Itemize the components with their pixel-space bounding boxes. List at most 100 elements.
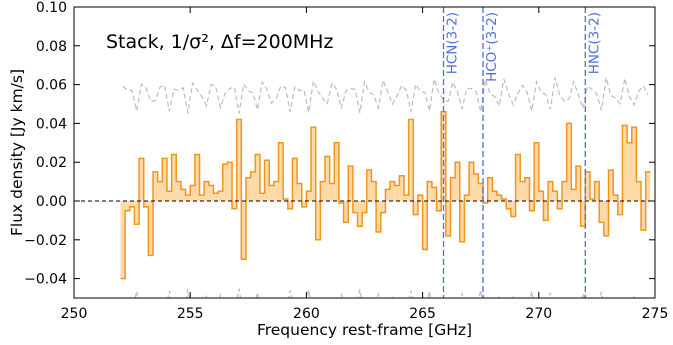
x-tick-label: 255 (177, 306, 204, 322)
spectrum-bar (334, 142, 339, 201)
spectrum-bar (292, 158, 298, 201)
spectrum-bar (436, 201, 442, 211)
spectral-line-label: HNC(3-2) (586, 12, 602, 74)
spectrum-bar (641, 201, 646, 231)
spectrum-bar (450, 177, 456, 201)
spectrum-bar (408, 119, 414, 201)
spectrum-bar (385, 189, 391, 201)
spectrum-bar (394, 185, 400, 201)
spectrum-bar (278, 142, 284, 201)
spectrum-bar (324, 156, 330, 201)
spectrum-bar (366, 169, 372, 201)
spectrum-bar (376, 201, 381, 233)
spectrum-bar (213, 193, 219, 201)
spectrum-bar (199, 195, 205, 201)
spectrum-bar (185, 195, 191, 201)
spectrum-bar (176, 181, 181, 201)
y-tick-label: 0.10 (36, 0, 67, 16)
spectrum-bar (232, 201, 237, 209)
spectrum-bar (404, 195, 409, 201)
spectrum-bar (455, 162, 460, 201)
spectrum-bar (236, 119, 242, 201)
spectrum-bar (613, 195, 618, 201)
spectrum-bar (190, 185, 195, 201)
spectrum-bar (562, 181, 567, 201)
x-tick-label: 265 (409, 306, 436, 322)
spectrum-bar (417, 195, 423, 201)
spectrum-bar (222, 164, 228, 201)
spectrum-bar (627, 142, 632, 201)
spectrum-bar (510, 201, 516, 217)
spectrum-bar (645, 171, 651, 201)
plot-frame (73, 6, 656, 299)
spectrum-bar (427, 181, 432, 201)
spectrum-bar (575, 166, 581, 201)
spectrum-bar (125, 201, 130, 211)
spectrum-bar (250, 171, 256, 201)
spectrum-bar (585, 171, 590, 201)
spectrum-bar (529, 201, 535, 211)
noise-upper-line (122, 77, 649, 114)
spectrum-bar (162, 158, 167, 201)
spectrum-bar (283, 199, 288, 201)
y-tick-label: 0.00 (36, 194, 67, 210)
spectrum-bar (390, 181, 395, 201)
spectrum-bar (399, 175, 405, 201)
spectrum-bar (171, 154, 177, 201)
spectrum-bar (548, 181, 553, 201)
spectrum-bar (445, 201, 451, 236)
spectrum-bar (273, 181, 279, 201)
spectrum-bar (599, 201, 604, 223)
chart-annotation: Stack, 1/σ², Δf=200MHz (106, 31, 333, 53)
spectrum-bar (134, 201, 140, 225)
y-axis-label: Flux density [Jy km/s] (8, 69, 26, 236)
spectrum-bar (371, 181, 377, 201)
spectrum-bar (557, 201, 563, 209)
spectrum-bar (589, 199, 595, 201)
spectrum-bar (343, 201, 349, 223)
spectrum-bar (153, 171, 158, 201)
spectrum-bar (204, 181, 209, 201)
spectrum-bar (357, 201, 363, 227)
spectrum-bar (520, 181, 525, 201)
spectrum-bar (496, 195, 502, 201)
spectrum-bar (255, 154, 260, 201)
spectrum-bar (311, 127, 316, 201)
spectrum-bar (515, 154, 521, 201)
spectrum-bar (636, 181, 642, 201)
plot-layer (120, 77, 651, 298)
x-tick-label: 275 (642, 306, 669, 322)
spectrum-bar (120, 201, 126, 279)
spectrum-bar (431, 187, 437, 201)
spectrum-bar (538, 191, 544, 201)
spectrum-bar (487, 177, 493, 201)
spectrum-bar (534, 142, 539, 201)
spectrum-bar (352, 201, 358, 213)
y-tick-label: 0.04 (36, 116, 67, 132)
spectrum-bar (315, 201, 321, 240)
y-tick-label: −0.02 (24, 233, 67, 249)
spectrum-bar (524, 177, 530, 201)
x-tick-label: 250 (61, 306, 88, 322)
spectrum-bar (139, 158, 144, 201)
spectrum-bar (306, 191, 312, 201)
spectrum-bar (259, 193, 265, 201)
spectrum-bar (622, 125, 628, 201)
spectrum-bar (208, 185, 214, 201)
spectrum-bar (464, 195, 470, 201)
spectrum-bar (594, 181, 600, 201)
spectrum-bar (166, 191, 172, 201)
spectrum-bar (264, 160, 270, 201)
spectrum-bar (297, 183, 302, 201)
spectrum-bar (301, 201, 307, 207)
spectrum-bar (194, 154, 200, 201)
spectrum-bar (218, 191, 223, 201)
spectral-line-label: HCO⁺(3-2) (484, 12, 500, 82)
spectral-line-label: HCN(3-2) (445, 12, 461, 74)
spectrum-bar (506, 201, 511, 209)
spectrum-bar (129, 201, 135, 207)
spectrum-bar (469, 162, 474, 201)
spectrum-bar (473, 173, 479, 201)
spectrum-bar (287, 201, 293, 209)
